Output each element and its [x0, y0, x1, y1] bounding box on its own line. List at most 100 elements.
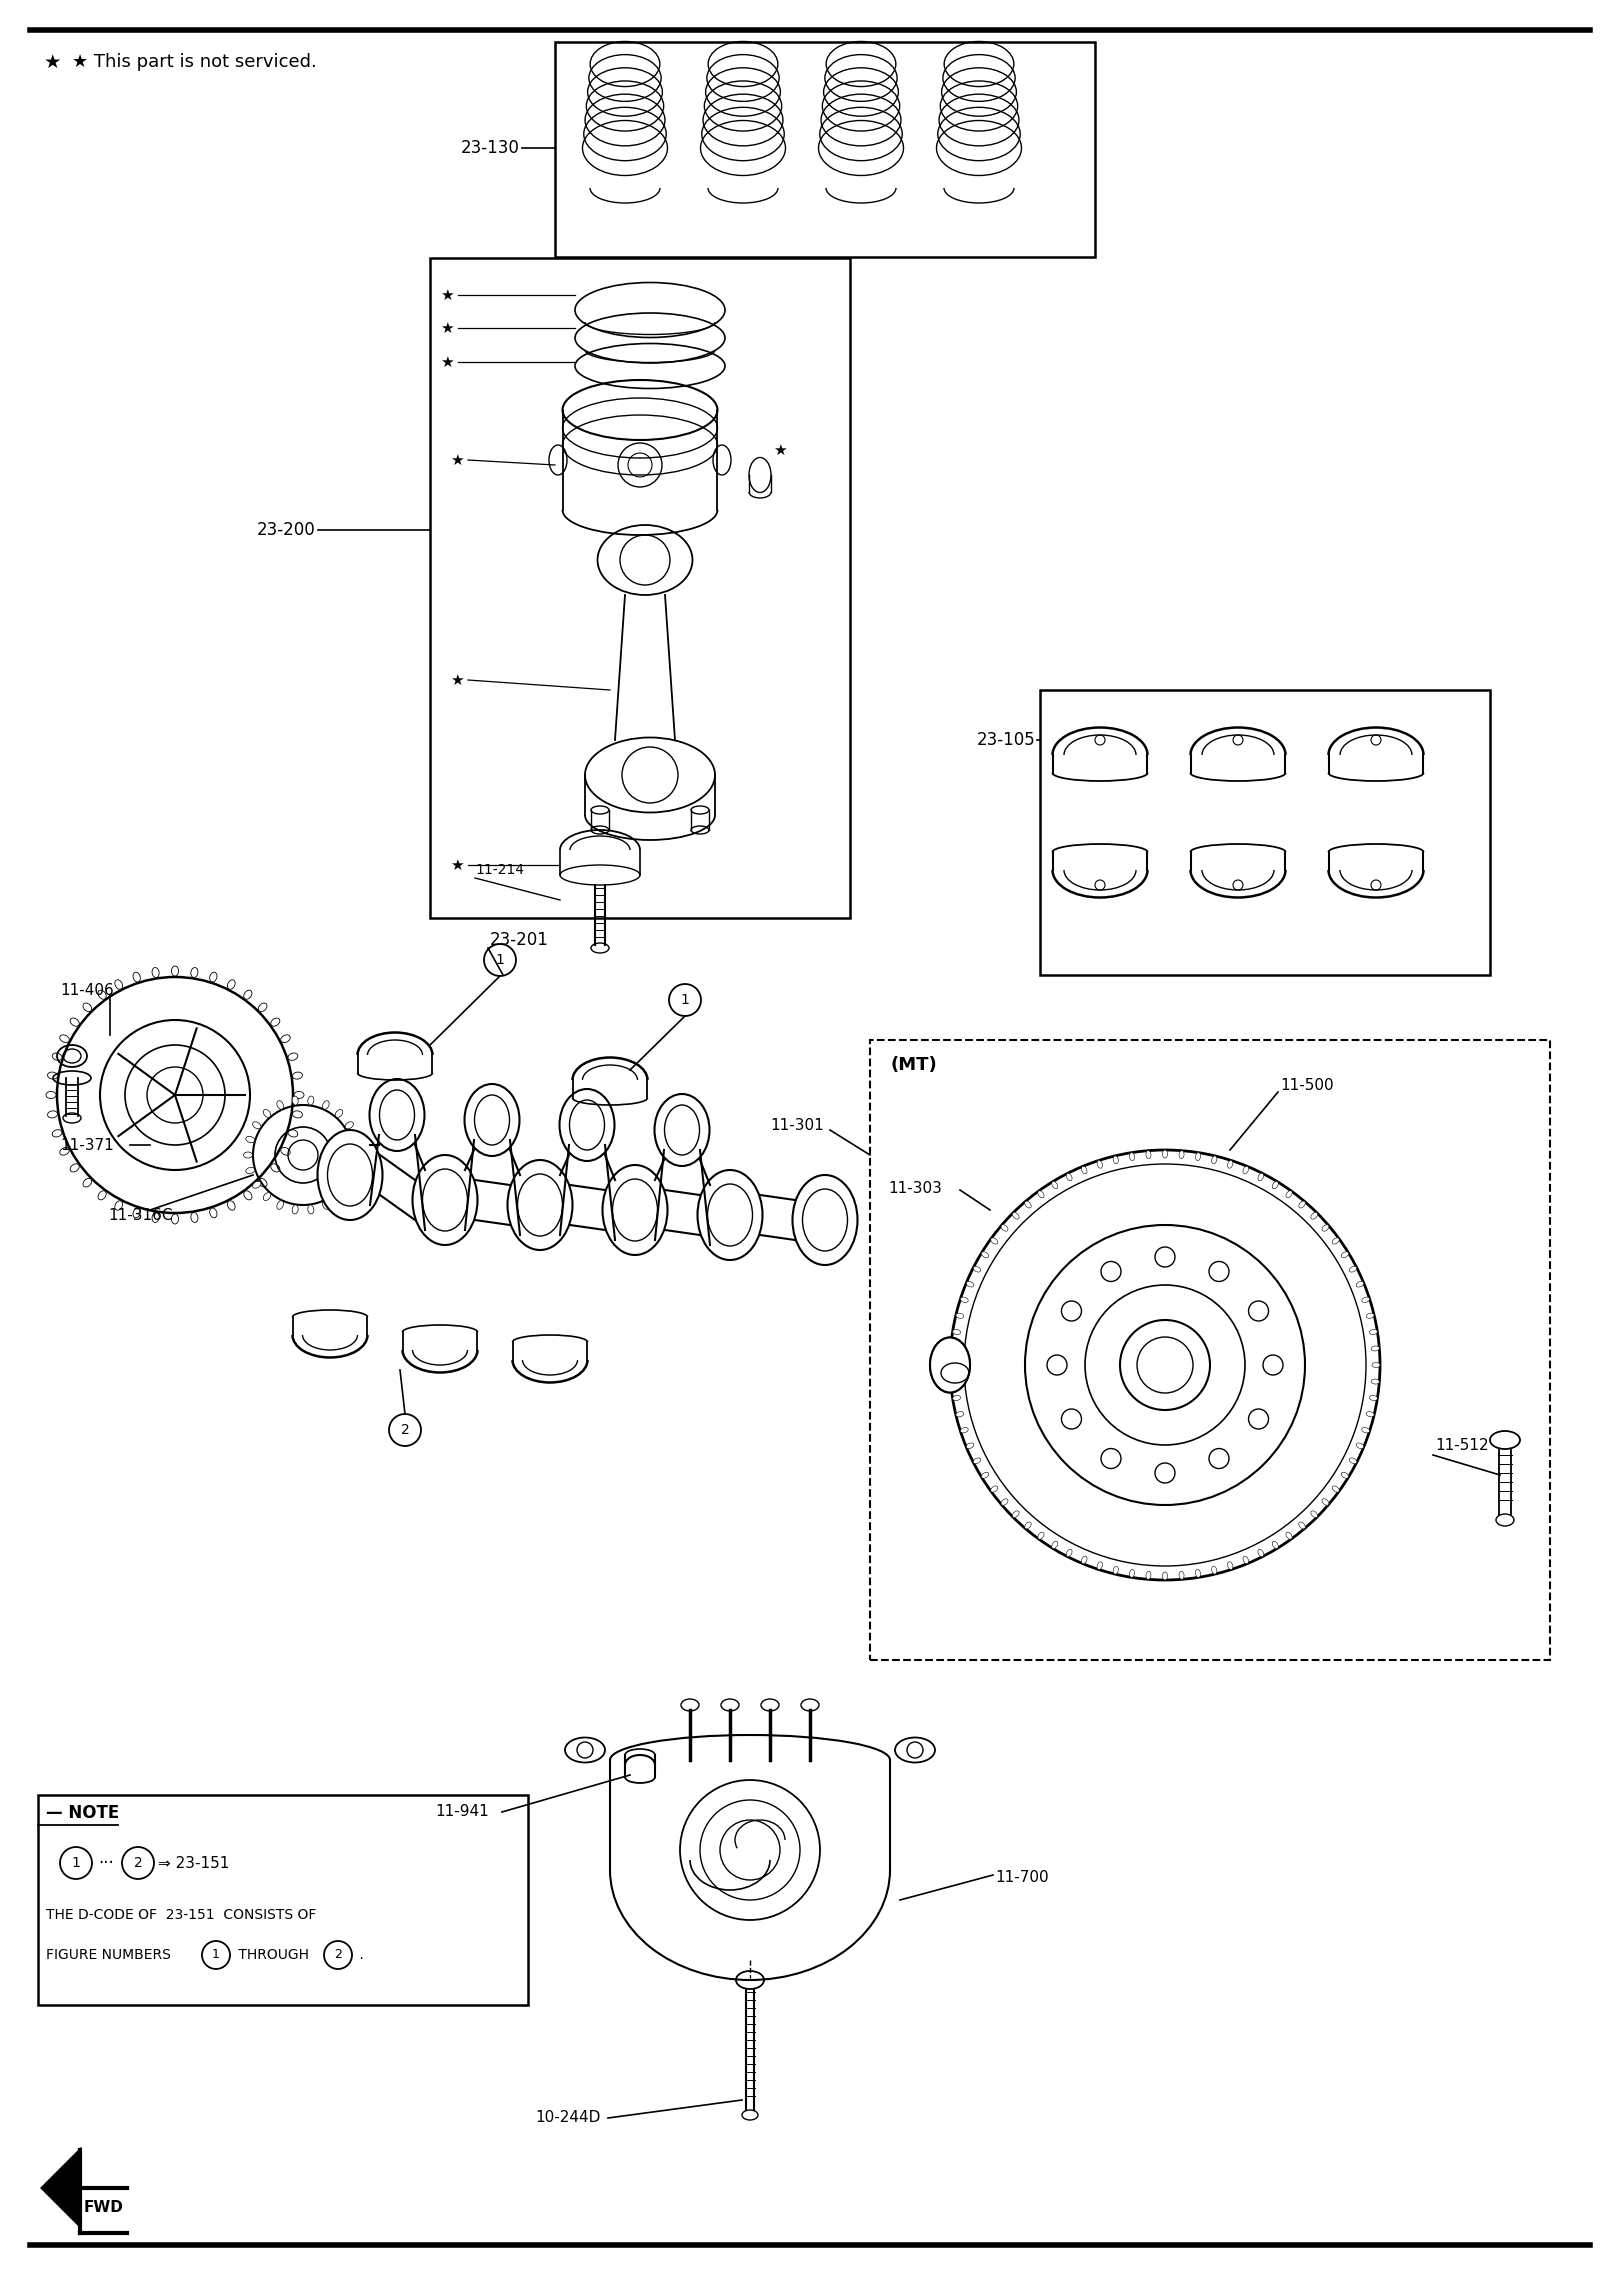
Ellipse shape	[1163, 1573, 1168, 1580]
Ellipse shape	[271, 1017, 280, 1026]
Text: ★: ★	[773, 442, 787, 457]
Ellipse shape	[507, 1161, 572, 1250]
Ellipse shape	[293, 1111, 303, 1118]
Ellipse shape	[1341, 1252, 1348, 1259]
Ellipse shape	[52, 1054, 62, 1061]
Ellipse shape	[1349, 1265, 1356, 1272]
Ellipse shape	[246, 1168, 254, 1174]
Ellipse shape	[209, 1209, 217, 1218]
Ellipse shape	[271, 1163, 280, 1172]
Ellipse shape	[293, 1072, 303, 1079]
Bar	[429, 257, 850, 917]
Ellipse shape	[974, 1459, 980, 1463]
Ellipse shape	[1243, 1557, 1249, 1564]
Ellipse shape	[345, 1122, 353, 1129]
Ellipse shape	[1012, 1511, 1019, 1518]
Ellipse shape	[1038, 1532, 1043, 1539]
Text: 11-301: 11-301	[770, 1118, 823, 1133]
Ellipse shape	[1311, 1511, 1317, 1518]
Ellipse shape	[1356, 1281, 1364, 1286]
Polygon shape	[42, 2151, 79, 2226]
Text: FWD: FWD	[84, 2201, 123, 2215]
Ellipse shape	[99, 1190, 107, 1199]
Text: (MT): (MT)	[889, 1056, 936, 1074]
Ellipse shape	[264, 1193, 271, 1199]
Ellipse shape	[1372, 1379, 1379, 1384]
Ellipse shape	[1082, 1165, 1087, 1174]
Text: ⇒ 23-151: ⇒ 23-151	[159, 1855, 230, 1871]
Ellipse shape	[1299, 1523, 1306, 1529]
Text: 1: 1	[680, 992, 690, 1006]
Ellipse shape	[369, 1079, 424, 1152]
Ellipse shape	[243, 1152, 253, 1158]
Ellipse shape	[258, 1004, 267, 1011]
Ellipse shape	[1179, 1570, 1184, 1580]
Ellipse shape	[308, 1204, 314, 1213]
Ellipse shape	[966, 1443, 974, 1448]
Ellipse shape	[335, 1193, 343, 1199]
Ellipse shape	[1257, 1550, 1264, 1557]
Ellipse shape	[603, 1165, 667, 1254]
Ellipse shape	[1012, 1213, 1019, 1220]
Ellipse shape	[60, 1036, 70, 1042]
Ellipse shape	[1025, 1202, 1032, 1209]
Ellipse shape	[70, 1163, 79, 1172]
Ellipse shape	[172, 1213, 178, 1224]
Text: 2: 2	[400, 1422, 410, 1436]
Ellipse shape	[1129, 1152, 1134, 1161]
Text: ★: ★	[44, 52, 62, 71]
Ellipse shape	[951, 1379, 959, 1384]
Ellipse shape	[1322, 1224, 1328, 1231]
Ellipse shape	[1113, 1156, 1118, 1163]
Ellipse shape	[292, 1097, 298, 1106]
Ellipse shape	[1257, 1172, 1264, 1181]
Text: — NOTE: — NOTE	[45, 1805, 120, 1823]
Ellipse shape	[465, 1083, 520, 1156]
Ellipse shape	[1212, 1566, 1217, 1575]
Text: ★: ★	[450, 671, 463, 687]
Ellipse shape	[1051, 1541, 1058, 1548]
Ellipse shape	[152, 1213, 159, 1222]
Bar	[1040, 690, 1490, 974]
Ellipse shape	[1286, 1190, 1293, 1197]
Text: 11-406: 11-406	[60, 983, 113, 997]
Ellipse shape	[258, 1179, 267, 1188]
Text: THROUGH: THROUGH	[233, 1948, 313, 1962]
Bar	[556, 41, 1095, 257]
Ellipse shape	[1366, 1313, 1374, 1318]
Ellipse shape	[246, 1136, 254, 1143]
Ellipse shape	[1097, 1561, 1103, 1570]
Text: 11-700: 11-700	[995, 1871, 1048, 1885]
Ellipse shape	[1356, 1443, 1364, 1448]
Circle shape	[949, 1149, 1380, 1580]
Ellipse shape	[1025, 1523, 1032, 1529]
Ellipse shape	[292, 1204, 298, 1213]
Text: 23-130: 23-130	[462, 139, 520, 157]
Ellipse shape	[961, 1297, 969, 1302]
Ellipse shape	[99, 990, 107, 999]
Text: .: .	[355, 1948, 364, 1962]
Ellipse shape	[243, 1190, 253, 1199]
Ellipse shape	[1212, 1156, 1217, 1163]
Ellipse shape	[293, 1092, 305, 1099]
Ellipse shape	[974, 1265, 980, 1272]
Ellipse shape	[52, 1129, 62, 1138]
Ellipse shape	[288, 1054, 298, 1061]
Text: ★: ★	[450, 453, 463, 467]
Ellipse shape	[1369, 1395, 1377, 1400]
Ellipse shape	[1372, 1363, 1380, 1368]
Ellipse shape	[70, 1017, 79, 1026]
Ellipse shape	[1362, 1427, 1369, 1434]
Ellipse shape	[1129, 1570, 1134, 1577]
Ellipse shape	[1038, 1190, 1043, 1197]
Ellipse shape	[318, 1129, 382, 1220]
Ellipse shape	[1163, 1149, 1168, 1158]
Ellipse shape	[191, 967, 198, 976]
Text: 11-500: 11-500	[1280, 1077, 1333, 1092]
Ellipse shape	[280, 1036, 290, 1042]
Text: 11-316C: 11-316C	[109, 1209, 172, 1222]
Ellipse shape	[1145, 1570, 1150, 1580]
Ellipse shape	[253, 1181, 261, 1188]
Ellipse shape	[1001, 1224, 1008, 1231]
Ellipse shape	[1228, 1161, 1233, 1168]
